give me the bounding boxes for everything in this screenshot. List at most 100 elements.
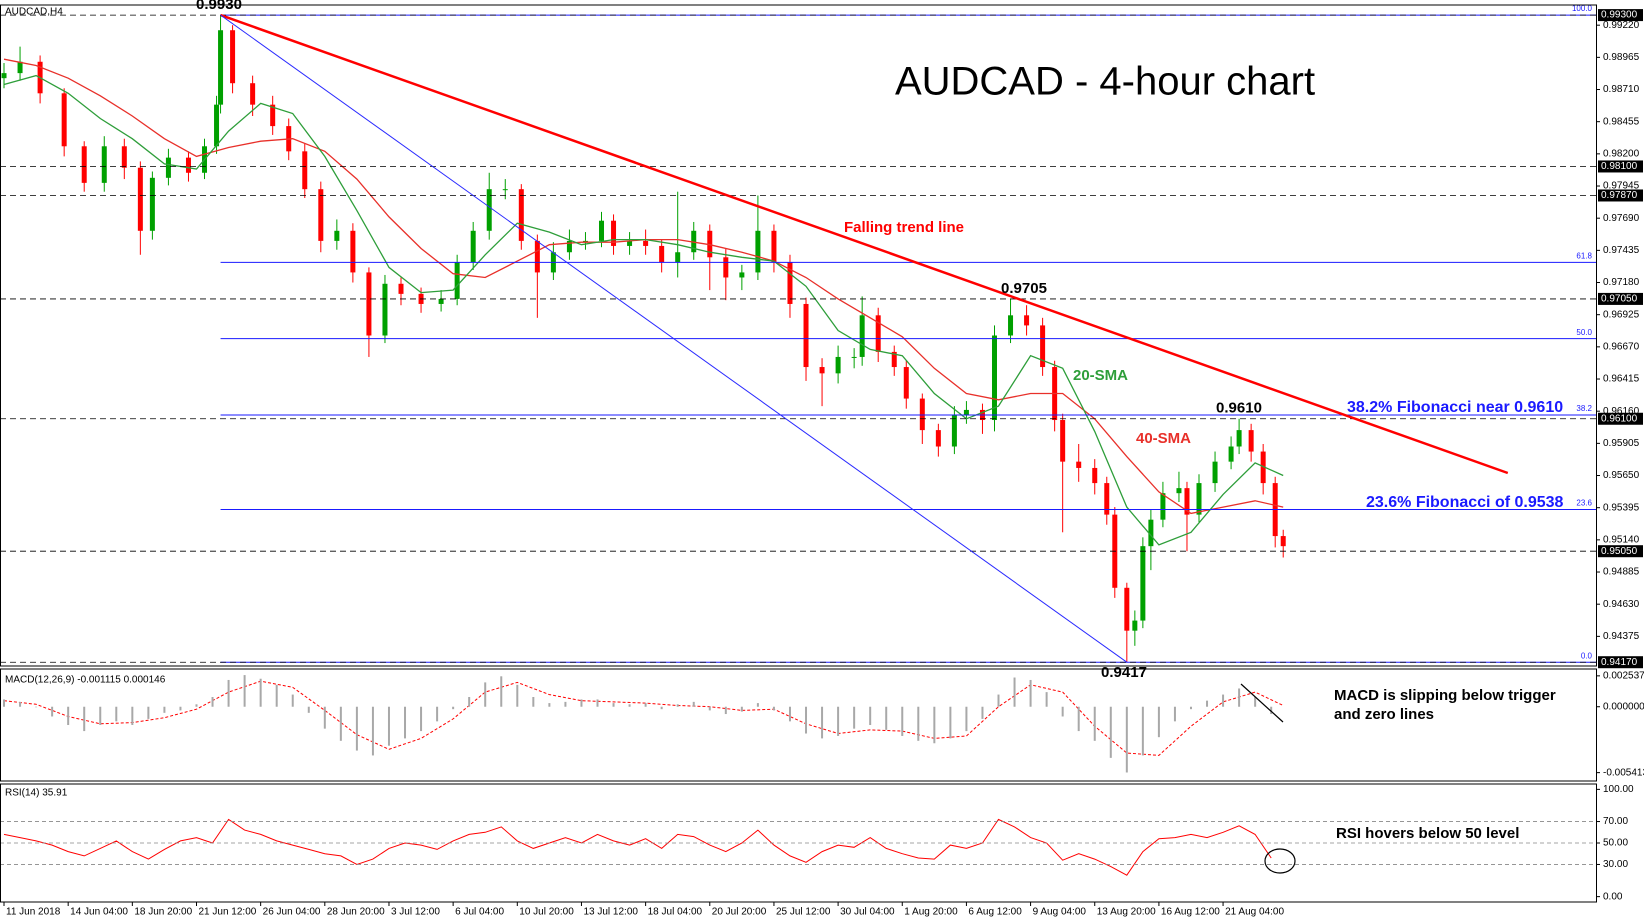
macd-bar — [1141, 706, 1144, 756]
macd-bar — [468, 697, 471, 707]
y-tick-label: 0.97945 — [1603, 181, 1640, 192]
macd-bar — [756, 703, 759, 707]
y-tick-label: 0.97435 — [1603, 245, 1640, 256]
level-label: 0.96100 — [1601, 413, 1638, 424]
macd-bar — [436, 706, 439, 722]
x-tick-label: 20 Jul 20:00 — [712, 907, 767, 918]
macd-pointer — [1240, 683, 1284, 723]
macd-bar — [772, 706, 775, 711]
x-tick-label: 6 Aug 12:00 — [968, 907, 1022, 918]
macd-bar — [740, 706, 743, 712]
macd-bar — [516, 684, 519, 707]
x-tick-label: 10 Jul 20:00 — [519, 907, 574, 918]
trend-line — [220, 14, 1128, 663]
x-tick-label: 28 Jun 20:00 — [327, 907, 385, 918]
macd-bar — [35, 706, 38, 708]
macd-bar — [532, 697, 535, 707]
panel-frame — [0, 668, 1597, 782]
fib-label: 0.0 — [1581, 651, 1593, 660]
macd-bar — [548, 703, 551, 707]
macd-bar — [917, 706, 920, 741]
macd-bar — [885, 706, 888, 730]
sma40-label: 40-SMA — [1136, 430, 1191, 447]
x-tick-label: 1 Aug 20:00 — [904, 907, 958, 918]
x-tick-label: 6 Jul 04:00 — [455, 907, 504, 918]
sma-line — [3, 74, 1284, 546]
y-tick-label: 0.96160 — [1603, 406, 1640, 417]
y-tick-label: 0.94630 — [1603, 599, 1640, 610]
macd-label: MACD(12,26,9) -0.001115 0.000146 — [5, 675, 166, 686]
level-label: 0.97050 — [1601, 294, 1638, 305]
level-box — [1598, 160, 1643, 173]
y-tick-label: 0.97690 — [1603, 213, 1640, 224]
macd-bar — [628, 704, 631, 707]
macd-bar — [275, 684, 278, 707]
x-tick-label: 25 Jul 12:00 — [776, 907, 831, 918]
macd-bar — [307, 706, 310, 713]
trend-line-label: Falling trend line — [844, 219, 964, 236]
macd-bar — [853, 706, 856, 729]
y-tick-label: 0.94375 — [1603, 631, 1640, 642]
macd-bar — [387, 706, 390, 746]
x-tick-label: 21 Jun 12:00 — [198, 907, 256, 918]
x-tick-label: 13 Aug 20:00 — [1097, 907, 1156, 918]
macd-bar — [51, 706, 54, 717]
macd-bar — [1093, 706, 1096, 741]
trend-line — [220, 13, 1509, 475]
y-tick-label: 0.98710 — [1603, 84, 1640, 95]
macd-bar — [965, 706, 968, 732]
price-label: 0.9705 — [1001, 280, 1047, 297]
macd-bar — [179, 706, 182, 711]
x-tick-label: 13 Jul 12:00 — [583, 907, 638, 918]
y-tick-label: -0.005413 — [1603, 767, 1644, 778]
y-tick-label: 0.98455 — [1603, 116, 1640, 127]
macd-bar — [1109, 706, 1112, 758]
macd-bar — [1173, 706, 1176, 722]
macd-bar — [83, 706, 86, 732]
macd-bar — [708, 706, 711, 711]
macd-bar — [115, 706, 118, 722]
y-tick-label: 0.96925 — [1603, 309, 1640, 320]
fib-label: 38.2 — [1576, 404, 1592, 413]
macd-bar — [259, 678, 262, 707]
macd-bar — [243, 675, 246, 707]
macd-bar — [1077, 706, 1080, 732]
rsi-label: RSI(14) 35.91 — [5, 788, 68, 799]
y-tick-label: 0.96670 — [1603, 341, 1640, 352]
y-tick-label: 0.98965 — [1603, 52, 1640, 63]
y-tick-label: 0.96415 — [1603, 374, 1640, 385]
price-label: 0.9930 — [196, 0, 242, 13]
macd-bar — [67, 706, 70, 725]
macd-bar — [211, 697, 214, 707]
signal-line — [3, 680, 1284, 756]
macd-bar — [837, 706, 840, 736]
macd-bar — [404, 706, 407, 739]
y-tick-label: 0.94885 — [1603, 567, 1640, 578]
macd-bar — [371, 706, 374, 756]
level-box — [1598, 545, 1643, 558]
macd-bar — [452, 706, 455, 710]
y-tick-label: 70.00 — [1603, 816, 1628, 827]
macd-bar — [291, 694, 294, 707]
x-tick-label: 16 Aug 12:00 — [1161, 907, 1220, 918]
level-box — [1598, 189, 1643, 202]
level-label: 0.95050 — [1601, 546, 1638, 557]
y-tick-label: 30.00 — [1603, 859, 1628, 870]
macd-bar — [1029, 679, 1032, 707]
level-label: 0.98100 — [1601, 161, 1638, 172]
symbol: AUDCAD,H4 — [5, 7, 63, 18]
price-label: 0.9610 — [1216, 400, 1262, 417]
y-tick-label: 0.95650 — [1603, 470, 1640, 481]
y-tick-label: 0.98200 — [1603, 148, 1640, 159]
y-tick-label: 0.95395 — [1603, 502, 1640, 513]
macd-bar — [564, 701, 567, 707]
y-tick-label: 0.97180 — [1603, 277, 1640, 288]
fib-note: 38.2% Fibonacci near 0.9610 — [1347, 399, 1563, 416]
macd-bar — [997, 694, 1000, 707]
level-box — [1598, 412, 1643, 425]
macd-bar — [660, 706, 663, 710]
macd-bar — [500, 676, 503, 707]
macd-bar — [901, 706, 904, 736]
